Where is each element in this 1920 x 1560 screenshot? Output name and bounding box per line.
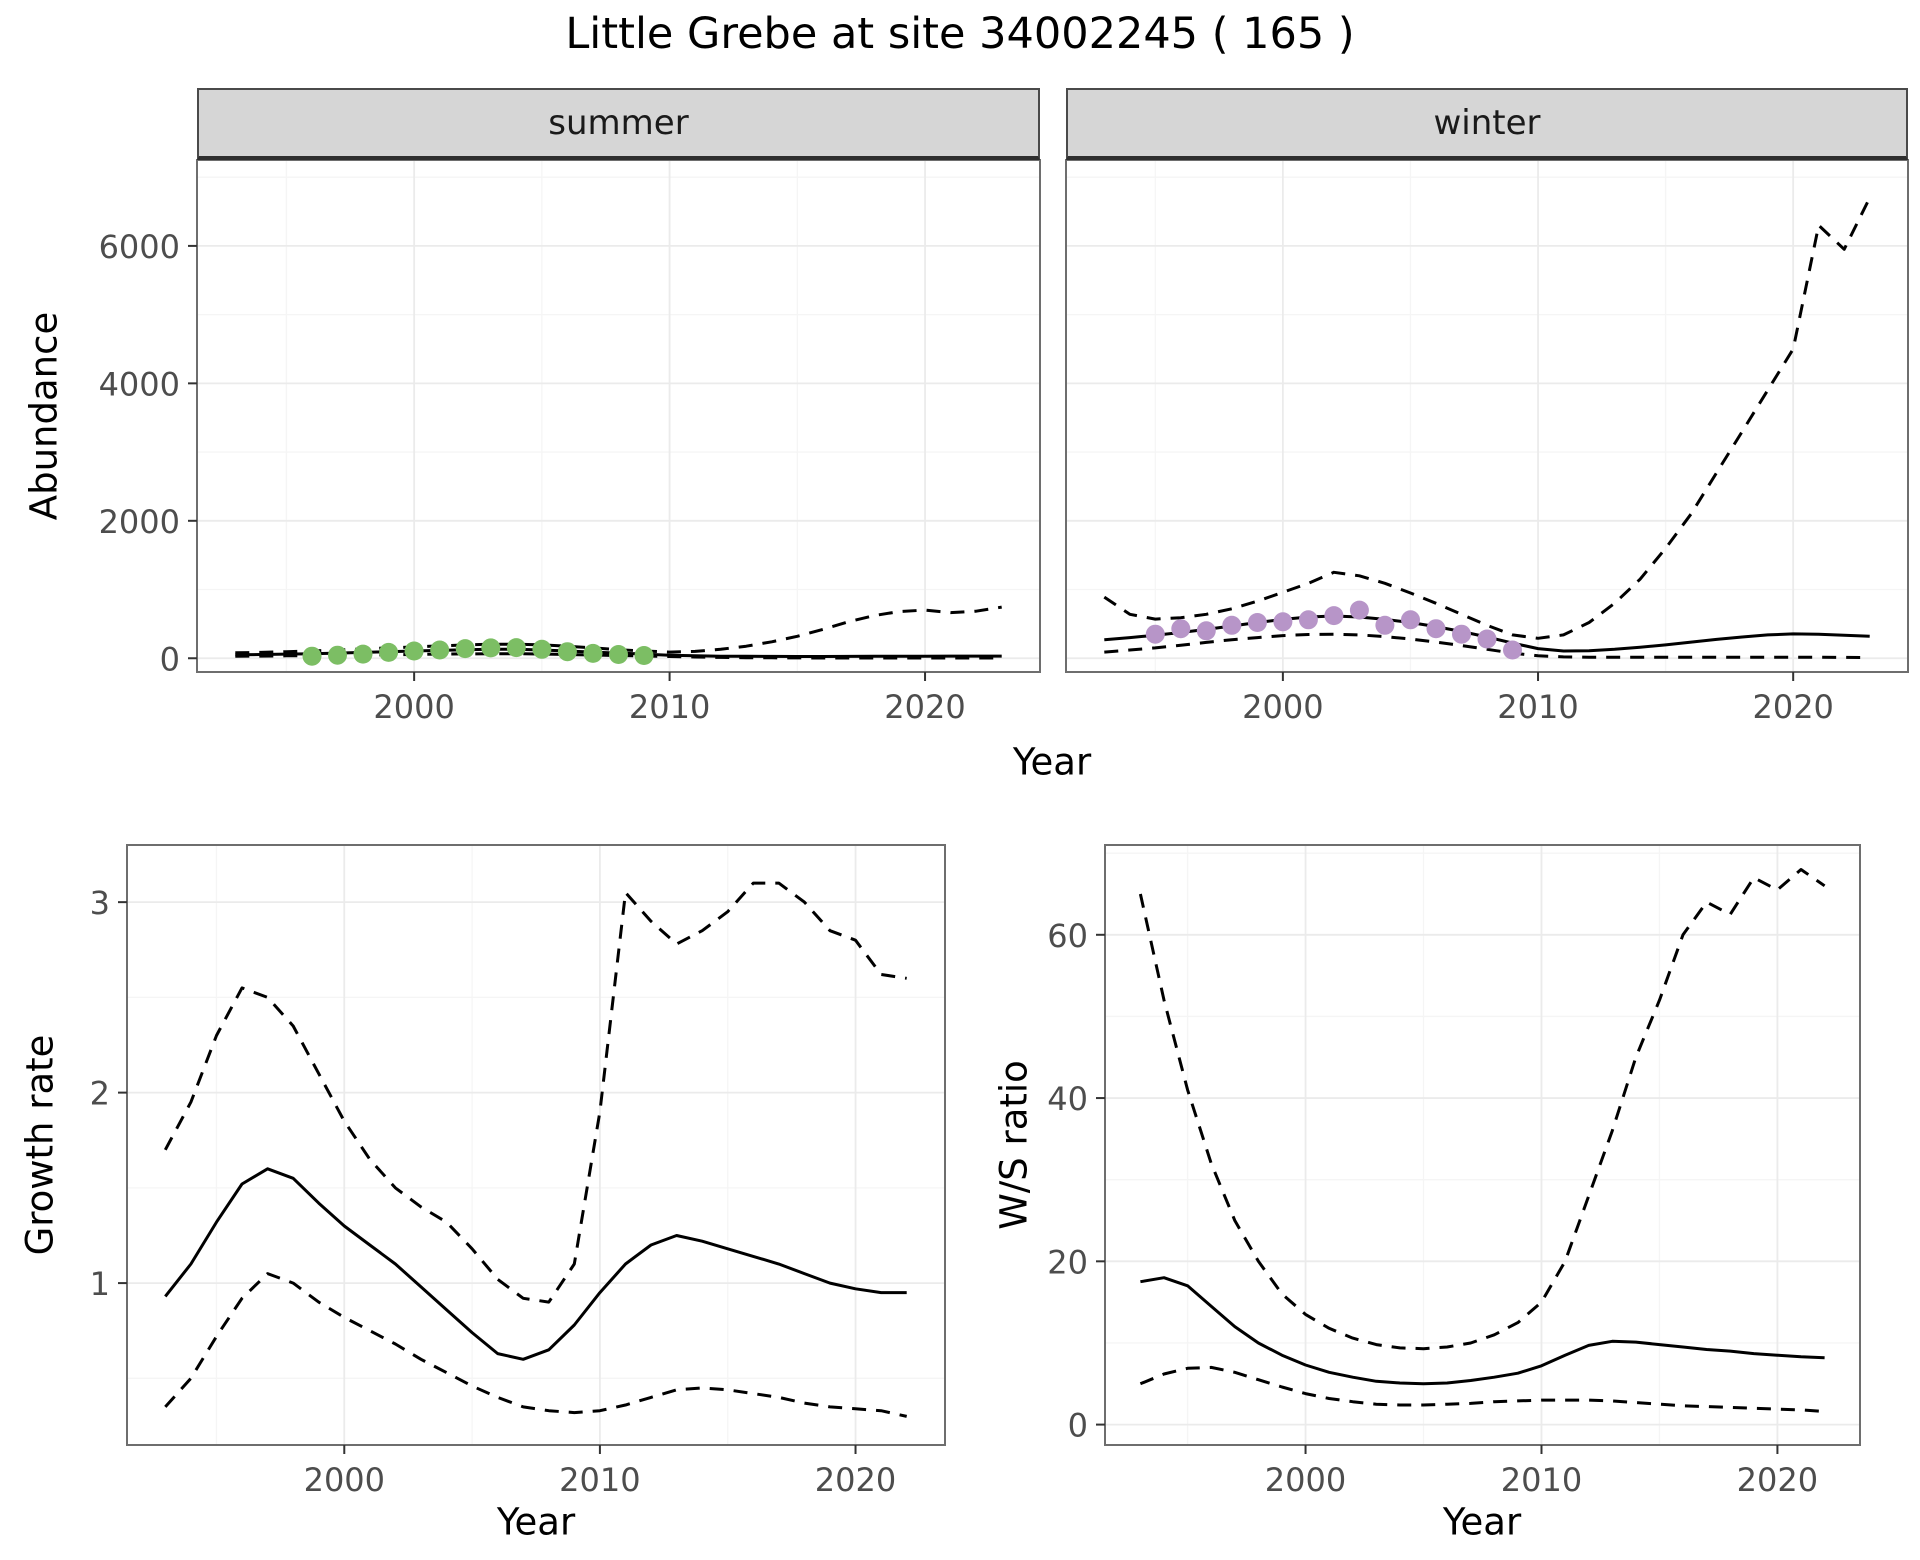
abundance-y-axis-label: Abundance — [22, 311, 66, 521]
x-tick-label: 2000 — [373, 688, 454, 726]
y-tick-label: 2000 — [99, 503, 180, 541]
panel-border — [126, 844, 946, 1446]
y-tick-label: 20 — [1047, 1243, 1088, 1281]
x-tick-label: 2020 — [884, 688, 965, 726]
panel-border — [1104, 844, 1861, 1446]
observed-point — [1222, 615, 1242, 635]
fit-line — [1140, 1276, 1825, 1386]
observed-point — [404, 641, 424, 661]
figure-title: Little Grebe at site 34002245 ( 165 ) — [565, 9, 1355, 59]
y-tick-label: 60 — [1047, 917, 1088, 955]
facet-strip-winter: winter — [1066, 88, 1908, 160]
observed-point — [353, 644, 373, 664]
lower-ci-line — [1104, 632, 1870, 660]
x-tick-label: 2010 — [1501, 1461, 1582, 1499]
observed-point — [1349, 600, 1369, 620]
y-tick-label: 40 — [1047, 1080, 1088, 1118]
observed-point — [609, 645, 628, 664]
growth-year-x-axis-label: Year — [496, 1500, 576, 1544]
observed-point — [1273, 612, 1293, 632]
growth-rate-y-axis-label: Growth rate — [18, 1034, 62, 1256]
observed-point — [1375, 615, 1395, 635]
y-tick-label: 2 — [90, 1075, 110, 1113]
upper-ci-line — [1138, 868, 1826, 1351]
observed-point — [1247, 613, 1267, 632]
observed-point — [532, 639, 552, 659]
observed-point — [583, 643, 603, 663]
y-tick-label: 0 — [1068, 1407, 1088, 1445]
upper-ci-line — [1103, 197, 1872, 640]
observed-point — [1196, 621, 1216, 641]
facet-strip-summer: summer — [197, 88, 1040, 160]
observed-point — [481, 638, 501, 658]
x-tick-label: 2010 — [1497, 688, 1578, 726]
x-tick-label: 2000 — [1265, 1461, 1346, 1499]
y-tick-label: 4000 — [99, 365, 180, 403]
observed-point — [1298, 610, 1318, 630]
y-tick-label: 6000 — [99, 228, 180, 266]
lower-ci-line — [164, 1272, 908, 1418]
observed-point — [302, 646, 322, 666]
fit-line — [164, 1167, 907, 1361]
x-tick-label: 2000 — [304, 1461, 385, 1499]
x-tick-label: 2020 — [1737, 1461, 1818, 1499]
x-tick-label: 2010 — [629, 688, 710, 726]
observed-point — [430, 640, 450, 660]
observed-point — [557, 642, 577, 662]
observed-point — [1401, 610, 1420, 630]
panel-border — [1065, 159, 1909, 673]
observed-point — [328, 645, 347, 665]
observed-point — [379, 642, 399, 662]
lower-ci-line — [1139, 1365, 1825, 1413]
observed-point — [455, 639, 475, 659]
x-tick-label: 2020 — [1752, 688, 1833, 726]
x-tick-label: 2020 — [815, 1461, 896, 1499]
y-tick-label: 0 — [160, 640, 180, 678]
observed-point — [1324, 606, 1344, 626]
panel-border — [196, 159, 1041, 673]
facet-strip-winter-label: winter — [1433, 103, 1541, 143]
ws-ratio-y-axis-label: W/S ratio — [992, 1060, 1036, 1230]
observed-point — [1452, 624, 1471, 644]
facet-strip-summer-label: summer — [548, 103, 689, 143]
ratio-year-x-axis-label: Year — [1442, 1500, 1522, 1544]
y-tick-label: 3 — [90, 884, 110, 922]
observed-point — [1477, 629, 1497, 649]
x-tick-label: 2010 — [559, 1461, 640, 1499]
observed-point — [1171, 619, 1191, 639]
observed-point — [1503, 640, 1522, 660]
y-tick-label: 1 — [90, 1265, 110, 1303]
observed-point — [506, 638, 526, 658]
top-year-x-axis-label: Year — [1012, 740, 1092, 784]
observed-point — [1426, 619, 1446, 639]
x-tick-label: 2000 — [1242, 688, 1323, 726]
observed-point — [634, 646, 654, 665]
upper-ci-line — [163, 881, 907, 1304]
observed-point — [1145, 624, 1165, 644]
